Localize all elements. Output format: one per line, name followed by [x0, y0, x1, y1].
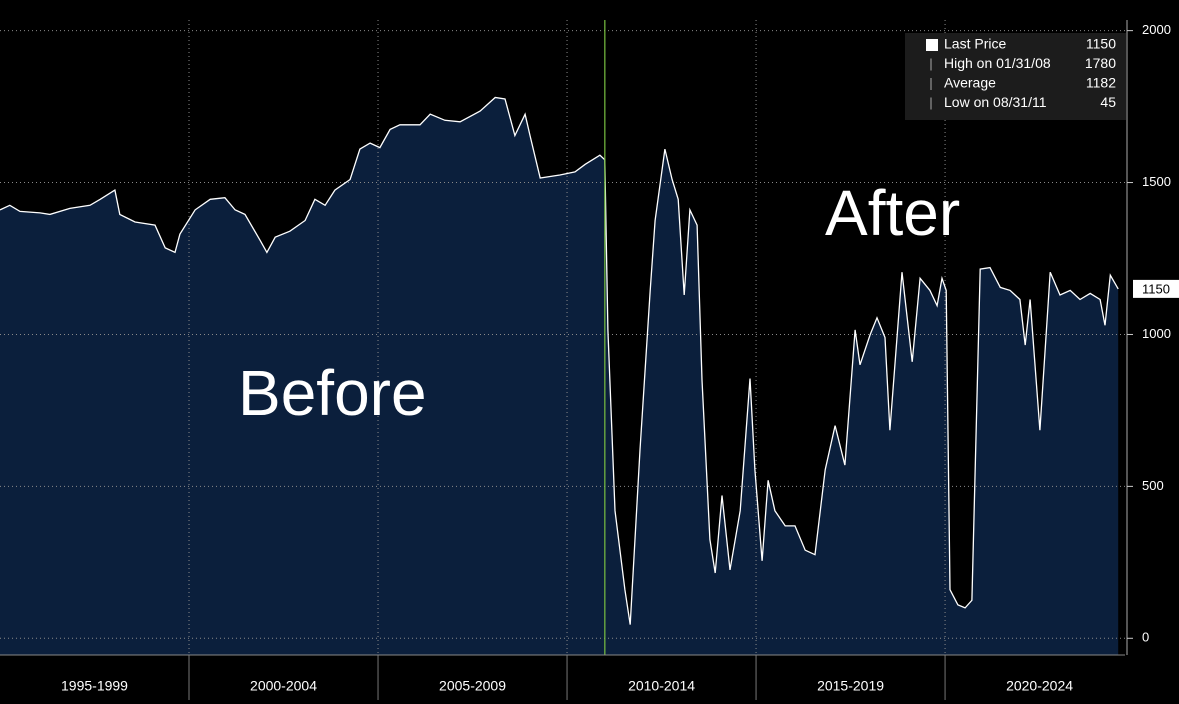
legend-label: High on 01/31/08: [944, 55, 1051, 71]
annotation: After: [825, 177, 960, 249]
legend-label: Average: [944, 75, 996, 91]
x-tick-label: 2010-2014: [628, 678, 695, 694]
legend-label: Low on 08/31/11: [944, 94, 1047, 110]
y-tick-label: 1500: [1142, 174, 1171, 189]
legend-box: [905, 33, 1126, 120]
y-tick-label: 500: [1142, 478, 1164, 493]
x-tick-label: 2005-2009: [439, 678, 506, 694]
x-tick-label: 1995-1999: [61, 678, 128, 694]
x-tick-label: 2000-2004: [250, 678, 317, 694]
legend-value: 45: [1100, 94, 1116, 110]
legend-value: 1182: [1086, 75, 1116, 91]
legend-label: Last Price: [944, 36, 1006, 52]
price-line: [0, 96, 1119, 625]
y-tick-label: 2000: [1142, 22, 1171, 37]
y-tick-label: 1000: [1142, 326, 1171, 341]
area-fill: [0, 97, 1119, 655]
x-tick-label: 2020-2024: [1006, 678, 1073, 694]
last-price-tag: [1133, 279, 1179, 298]
legend-value: 1780: [1085, 55, 1116, 71]
x-tick-label: 2015-2019: [817, 678, 884, 694]
legend-swatch: [926, 39, 938, 51]
legend-value: 1150: [1086, 36, 1116, 52]
annotation: Before: [238, 357, 427, 429]
last-price-label: 1150: [1142, 281, 1170, 296]
y-tick-label: 0: [1142, 630, 1149, 645]
